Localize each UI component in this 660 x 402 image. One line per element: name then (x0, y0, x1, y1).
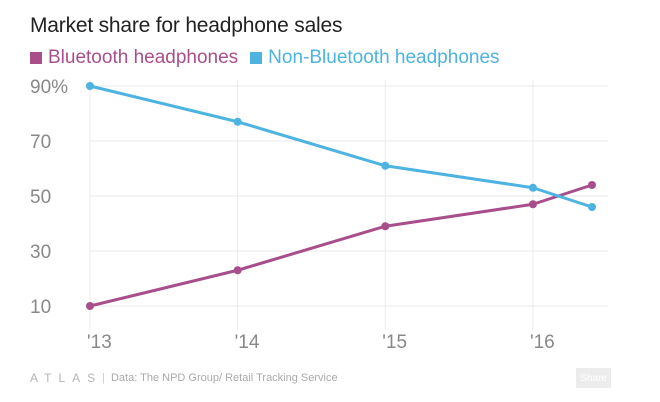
x-tick-label: '14 (235, 332, 260, 353)
data-point-bluetooth (528, 200, 537, 209)
data-point-non-bluetooth (588, 203, 596, 211)
data-point-non-bluetooth (86, 82, 94, 90)
x-tick-label: '16 (530, 332, 555, 353)
x-tick-label: '13 (87, 332, 112, 353)
footer-divider: | (102, 372, 105, 384)
share-button[interactable]: Share (576, 368, 611, 388)
data-source: Data: The NPD Group/ Retail Tracking Ser… (110, 372, 338, 384)
legend-swatch-bluetooth (30, 52, 42, 64)
legend-item-non-bluetooth: Non-Bluetooth headphones (250, 47, 500, 69)
y-tick-label: 50 (30, 187, 51, 208)
y-tick-label: 30 (30, 242, 51, 263)
legend-label-non-bluetooth: Non-Bluetooth headphones (268, 47, 500, 68)
series-line-non-bluetooth (89, 84, 593, 209)
atlas-logo: ATLAS (30, 371, 103, 385)
data-point-non-bluetooth (233, 117, 242, 126)
chart-footer: ATLAS | Data: The NPD Group/ Retail Trac… (30, 371, 338, 385)
series-line-bluetooth (89, 183, 593, 308)
y-tick-label: 90% (30, 77, 68, 98)
y-tick-label: 10 (30, 297, 51, 318)
data-point-bluetooth (233, 266, 242, 275)
data-point-bluetooth (381, 222, 390, 231)
legend-label-bluetooth: Bluetooth headphones (48, 47, 239, 68)
legend-swatch-non-bluetooth (250, 52, 263, 64)
chart-title: Market share for headphone sales (30, 14, 343, 37)
data-point-bluetooth (86, 302, 94, 310)
data-point-non-bluetooth (381, 161, 390, 170)
data-point-non-bluetooth (528, 183, 537, 192)
x-tick-label: '15 (382, 332, 407, 353)
legend-item-bluetooth: Bluetooth headphones (30, 47, 238, 69)
y-tick-label: 70 (30, 132, 51, 153)
legend: Bluetooth headphones Non-Bluetooth headp… (30, 47, 500, 69)
data-point-bluetooth (588, 181, 596, 189)
